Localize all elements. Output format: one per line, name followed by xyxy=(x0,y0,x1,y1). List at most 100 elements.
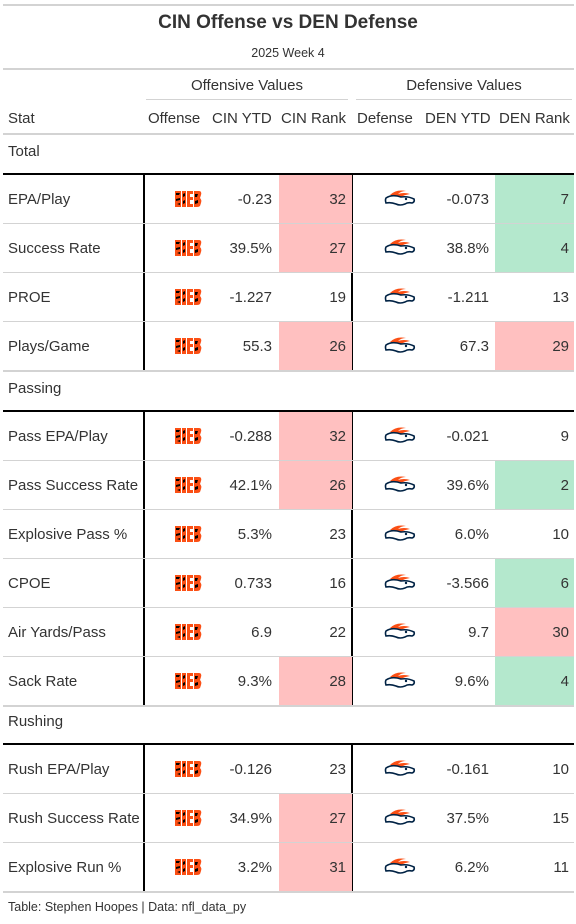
def-ytd-value: -0.021 xyxy=(446,428,489,445)
bengals-logo-icon xyxy=(174,238,202,263)
row-divider xyxy=(3,321,574,322)
broncos-logo-icon xyxy=(384,759,416,784)
bengals-logo-icon xyxy=(174,857,202,882)
spanner-offense-line xyxy=(146,99,348,100)
def-rank-highlight xyxy=(495,461,574,510)
table-footer: Table: Stephen Hoopes | Data: nfl_data_p… xyxy=(8,900,247,914)
stat-label: Pass EPA/Play xyxy=(8,428,108,445)
bengals-logo-icon xyxy=(174,524,202,549)
spanner-defense-line xyxy=(356,99,572,100)
def-rank-value: 4 xyxy=(560,673,569,690)
row-divider xyxy=(3,656,574,657)
def-rank-value: 30 xyxy=(552,624,569,641)
group-top-rule xyxy=(3,173,574,175)
group-top-rule xyxy=(3,410,574,412)
off-rank-value: 27 xyxy=(329,240,346,257)
table-row: Explosive Run % 3.2% 31 6.2% 11 xyxy=(3,843,574,893)
def-rank-value: 9 xyxy=(560,428,569,445)
bengals-logo-icon xyxy=(174,671,202,696)
group-top-rule xyxy=(3,743,574,745)
def-ytd-value: 6.2% xyxy=(454,859,489,876)
off-rank-value: 23 xyxy=(329,526,346,543)
off-rank-value: 27 xyxy=(329,810,346,827)
off-rank-value: 32 xyxy=(329,191,346,208)
off-rank-highlight xyxy=(279,322,352,371)
def-rank-value: 13 xyxy=(552,289,569,306)
off-rank-value: 23 xyxy=(329,761,346,778)
table-row: Explosive Pass % 5.3% 23 6.0% 10 xyxy=(3,510,574,559)
col-stat: Stat xyxy=(8,110,35,127)
stat-label: Air Yards/Pass xyxy=(8,624,106,641)
column-header-rule xyxy=(3,133,574,135)
off-ytd-value: 3.2% xyxy=(237,859,272,876)
def-rank-value: 11 xyxy=(553,859,569,876)
broncos-logo-icon xyxy=(384,475,416,500)
off-rank-value: 19 xyxy=(329,289,346,306)
row-divider xyxy=(3,223,574,224)
off-rank-value: 26 xyxy=(329,477,346,494)
def-ytd-value: 39.6% xyxy=(446,477,489,494)
off-ytd-value: 39.5% xyxy=(229,240,272,257)
stat-label: CPOE xyxy=(8,575,51,592)
row-divider xyxy=(3,558,574,559)
off-ytd-value: 55.3 xyxy=(242,338,272,355)
col-def-rank: DEN Rank xyxy=(499,110,570,127)
off-rank-value: 31 xyxy=(329,859,346,876)
table-row: Sack Rate 9.3% 28 9.6% 4 xyxy=(3,657,574,707)
def-rank-highlight xyxy=(495,657,574,706)
broncos-logo-icon xyxy=(384,287,416,312)
table-title: CIN Offense vs DEN Defense xyxy=(158,12,418,33)
col-offense: Offense xyxy=(148,110,201,127)
def-ytd-value: -0.161 xyxy=(446,761,489,778)
header-rule xyxy=(3,68,574,70)
stat-label: Sack Rate xyxy=(8,673,78,690)
off-rank-highlight xyxy=(279,412,352,461)
stat-label: Rush EPA/Play xyxy=(8,761,110,778)
bengals-logo-icon xyxy=(174,622,202,647)
group-divider-line xyxy=(143,743,145,892)
off-ytd-value: -0.288 xyxy=(229,428,272,445)
bengals-logo-icon xyxy=(174,475,202,500)
def-rank-value: 10 xyxy=(552,761,569,778)
table-row: Success Rate 39.5% 27 38.8% 4 xyxy=(3,224,574,273)
off-ytd-value: -0.23 xyxy=(237,191,272,208)
broncos-logo-icon xyxy=(384,189,416,214)
bengals-logo-icon xyxy=(174,808,202,833)
def-rank-highlight xyxy=(495,608,574,657)
col-def-ytd: DEN YTD xyxy=(425,110,491,127)
off-ytd-value: 6.9 xyxy=(251,624,272,641)
table-row: CPOE 0.733 16 -3.566 6 xyxy=(3,559,574,608)
off-ytd-value: 0.733 xyxy=(234,575,272,592)
stat-label: Rush Success Rate xyxy=(8,810,140,827)
off-rank-value: 16 xyxy=(329,575,346,592)
off-rank-highlight xyxy=(279,843,352,892)
def-ytd-value: 37.5% xyxy=(446,810,489,827)
broncos-logo-icon xyxy=(384,622,416,647)
off-rank-highlight xyxy=(279,794,352,843)
group-label: Rushing xyxy=(8,713,64,730)
broncos-logo-icon xyxy=(384,426,416,451)
table-row: Air Yards/Pass 6.9 22 9.7 30 xyxy=(3,608,574,657)
off-rank-highlight xyxy=(279,175,352,224)
row-divider xyxy=(3,272,574,273)
bengals-logo-icon xyxy=(174,287,202,312)
def-ytd-value: 38.8% xyxy=(446,240,489,257)
broncos-logo-icon xyxy=(384,524,416,549)
table-row: Plays/Game 55.3 26 67.3 29 xyxy=(3,322,574,372)
def-ytd-value: 9.7 xyxy=(468,624,489,641)
bottom-rule xyxy=(3,891,574,893)
bengals-logo-icon xyxy=(174,336,202,361)
table-subtitle: 2025 Week 4 xyxy=(251,46,325,60)
off-ytd-value: 42.1% xyxy=(229,477,272,494)
def-rank-value: 7 xyxy=(560,191,569,208)
table-row: Rush Success Rate 34.9% 27 37.5% 15 xyxy=(3,794,574,843)
def-rank-highlight xyxy=(495,322,574,371)
off-ytd-value: -0.126 xyxy=(229,761,272,778)
table-row: Pass EPA/Play -0.288 32 -0.021 9 xyxy=(3,412,574,461)
stat-label: PROE xyxy=(8,289,51,306)
row-divider xyxy=(3,705,574,707)
table-row: EPA/Play -0.23 32 -0.073 7 xyxy=(3,175,574,224)
table-row: Rush EPA/Play -0.126 23 -0.161 10 xyxy=(3,745,574,794)
def-rank-highlight xyxy=(495,559,574,608)
def-ytd-value: -0.073 xyxy=(446,191,489,208)
